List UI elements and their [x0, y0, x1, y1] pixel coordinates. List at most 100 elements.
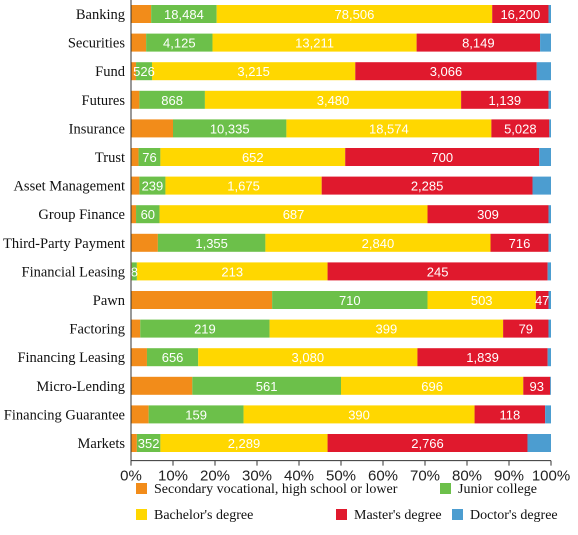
category-label: Micro-Lending [36, 379, 125, 395]
bar-segment [131, 5, 152, 23]
legend-label: Master's degree [354, 508, 442, 523]
category-label: Financing Guarantee [4, 407, 125, 423]
x-tick-label: 80% [452, 468, 482, 485]
bar-segment [131, 90, 140, 109]
bar-segment [548, 90, 551, 109]
bar-segment [416, 33, 541, 52]
bar-segment [136, 262, 328, 281]
bar-segment [131, 262, 137, 281]
bar-segment [139, 176, 166, 195]
data-label: 352 [138, 436, 160, 451]
bar-segment [131, 348, 147, 367]
data-label: 1,675 [227, 179, 260, 194]
legend-swatch [136, 509, 147, 520]
bar-segment [138, 148, 161, 166]
legend-swatch [136, 483, 147, 494]
bar-segment [272, 291, 428, 309]
category-label: Trust [95, 150, 125, 166]
category-label: Financial Leasing [22, 264, 125, 280]
data-label: 4,125 [163, 36, 196, 51]
bar-segment [173, 119, 287, 138]
data-label: 47 [535, 293, 549, 308]
bar-segment [131, 319, 141, 338]
data-label: 18,574 [369, 121, 409, 136]
x-tick-label: 50% [326, 468, 356, 485]
bar-segment [535, 291, 549, 309]
category-label: Asset Management [13, 179, 125, 195]
bar-segment [547, 348, 551, 367]
bar-segment [547, 262, 551, 281]
category-label: Pawn [93, 293, 126, 309]
data-labels-group: 18,484 78,506 16,200 4,125 13,211 8,149 526 3,2… [131, 7, 550, 451]
data-label: 1,355 [195, 236, 228, 251]
x-tick-label: 40% [284, 468, 314, 485]
data-label: 159 [185, 407, 207, 422]
bar-segment [548, 291, 551, 309]
bar-segment [548, 205, 551, 224]
data-label: 8 [131, 264, 138, 279]
data-label: 3,215 [237, 64, 270, 79]
bar-segment [532, 176, 551, 195]
data-label: 8,149 [462, 36, 495, 51]
bar-segment [160, 434, 328, 452]
data-label: 5,028 [504, 121, 537, 136]
x-tick-label: 20% [200, 468, 230, 485]
category-label: Fund [95, 64, 126, 80]
data-label: 3,080 [292, 350, 325, 365]
data-label: 700 [431, 150, 453, 165]
legend: Secondary vocational, high school or low… [136, 482, 558, 523]
data-label: 118 [499, 407, 520, 422]
bar-segment [204, 90, 462, 109]
data-label: 245 [427, 264, 449, 279]
data-label: 2,840 [362, 236, 395, 251]
legend-label: Doctor's degree [470, 508, 558, 523]
data-label: 213 [221, 264, 243, 279]
legend-label: Bachelor's degree [154, 508, 253, 523]
bar-segment [131, 62, 137, 81]
bar-segment [139, 90, 205, 109]
bar-segment [417, 348, 548, 367]
bar-segment [136, 205, 160, 224]
x-tick-label: 100% [532, 468, 570, 485]
bar-segment [536, 62, 551, 81]
bar-segment [131, 33, 147, 52]
data-label: 239 [142, 179, 164, 194]
bar-segment [131, 148, 139, 166]
data-label: 13,211 [295, 36, 334, 51]
category-label: Markets [77, 436, 125, 452]
data-label: 687 [283, 207, 305, 222]
bar-segment [148, 405, 244, 424]
bar-segment [131, 205, 137, 224]
bar-segment [503, 319, 549, 338]
bar-segment [550, 376, 551, 395]
bar-segment [212, 33, 417, 52]
bar-segment [265, 233, 491, 252]
bar-segment [474, 405, 546, 424]
data-label: 2,766 [411, 436, 444, 451]
data-label: 79 [519, 322, 533, 337]
bar-segment [131, 376, 193, 395]
bar-segment [355, 62, 537, 81]
bar-segment [192, 376, 341, 395]
category-label: Factoring [69, 322, 125, 338]
category-label: Banking [76, 7, 125, 23]
data-label: 390 [348, 407, 370, 422]
bar-segment [461, 90, 549, 109]
data-label: 309 [477, 207, 499, 222]
data-label: 76 [142, 150, 156, 165]
bar-segment [549, 119, 551, 138]
bar-segment [136, 434, 161, 452]
bar-segment [146, 348, 199, 367]
bar-segment [527, 434, 551, 452]
bar-segment [286, 119, 492, 138]
data-label: 219 [194, 322, 216, 337]
bar-segment [548, 5, 551, 23]
bar-segment [269, 319, 504, 338]
data-label: 652 [242, 150, 264, 165]
bar-segment [131, 291, 273, 309]
data-label: 656 [162, 350, 184, 365]
bar-segment [539, 148, 551, 166]
legend-label: Secondary vocational, high school or low… [154, 482, 398, 497]
data-label: 716 [509, 236, 531, 251]
